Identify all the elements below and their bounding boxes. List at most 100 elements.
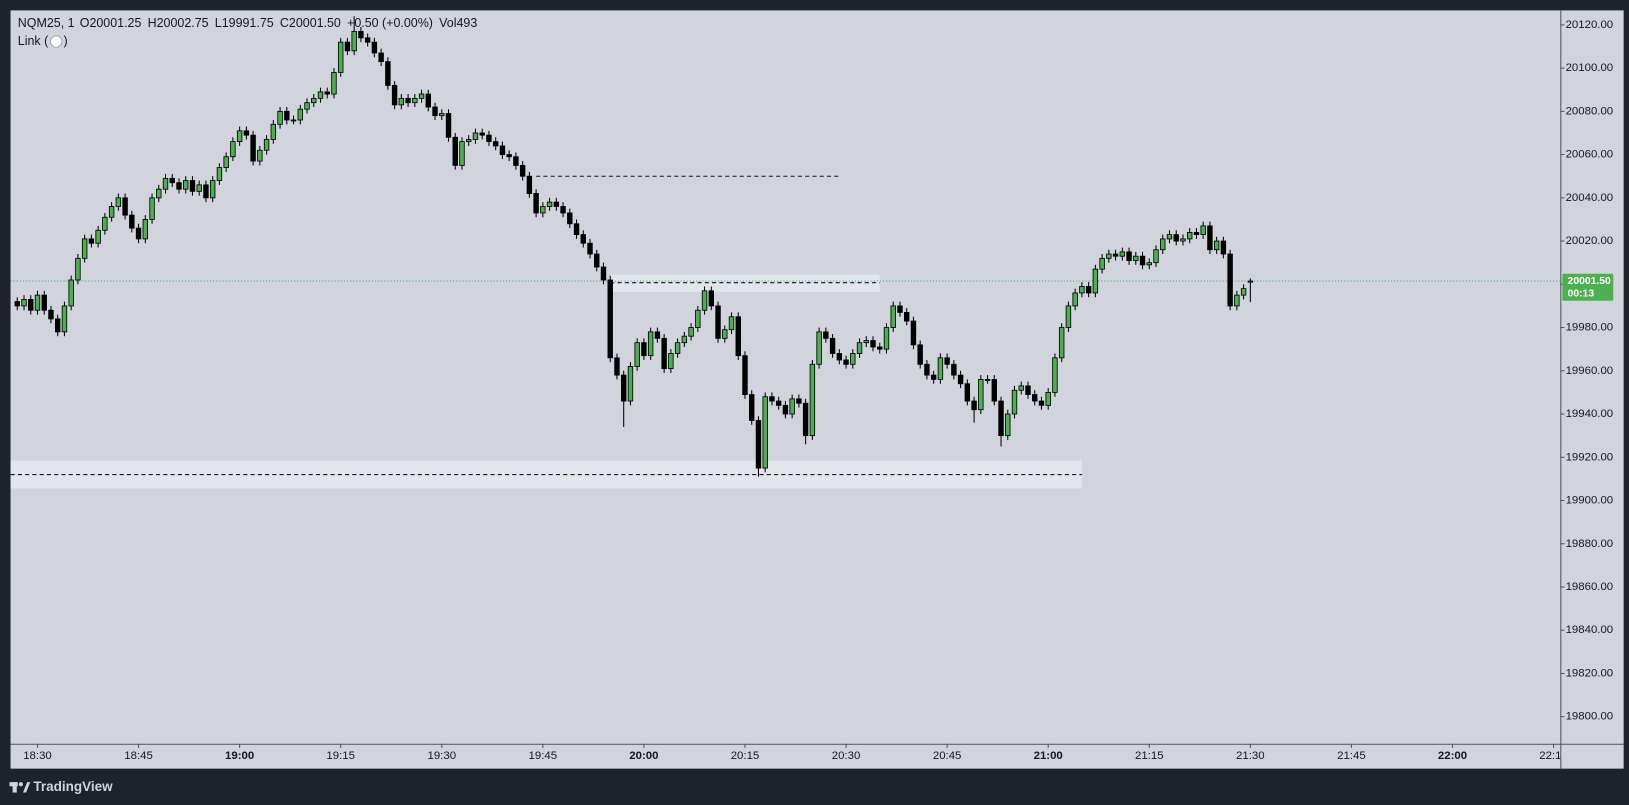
candle-body: [1119, 251, 1126, 257]
candle-body: [75, 257, 81, 281]
candle-body: [688, 327, 694, 337]
x-tick-label: 19:30: [428, 750, 457, 762]
candle-body: [553, 201, 560, 207]
candle-body: [1079, 286, 1085, 294]
candle-body: [95, 229, 101, 244]
candle-body: [358, 30, 364, 39]
candle-body: [769, 396, 775, 402]
candle-body: [1166, 234, 1173, 240]
candle-body: [856, 342, 863, 354]
candle-body: [863, 340, 869, 344]
candle-body: [540, 206, 546, 214]
candle-body: [135, 227, 142, 240]
price-axis: 19800.00 19820.00 19840.00 19860.00 19880.00…: [1560, 19, 1614, 723]
candle-body: [775, 400, 782, 406]
candle-body: [452, 136, 458, 166]
candle-body: [614, 357, 620, 376]
candle-body: [513, 156, 519, 166]
candle-body: [957, 374, 964, 385]
candle-body: [674, 342, 681, 354]
candle-body: [432, 106, 438, 117]
candle-body: [385, 61, 391, 86]
candle-body: [1038, 400, 1045, 406]
candle-body: [843, 359, 849, 365]
candle-body: [277, 110, 283, 125]
x-tick-label: 22:15: [1539, 750, 1568, 762]
candle-body: [789, 398, 795, 415]
candle-body: [472, 132, 479, 140]
candle-body: [654, 331, 661, 339]
candle-body: [263, 139, 270, 151]
candle-body: [176, 182, 182, 190]
y-tick-label: 19960.00: [1566, 365, 1614, 377]
candle-body: [560, 206, 566, 214]
candle-body: [964, 383, 971, 402]
candle-body: [317, 91, 324, 99]
link-suffix[interactable]: ): [64, 34, 68, 48]
x-tick-label: 21:30: [1236, 750, 1265, 762]
candle-body: [850, 353, 856, 365]
candle-body: [162, 177, 169, 190]
candle-body: [1220, 240, 1227, 255]
candle-body: [796, 398, 802, 404]
y-tick-label: 19820.00: [1566, 667, 1614, 679]
candle-body: [567, 212, 573, 225]
candle-body: [1186, 232, 1193, 240]
y-tick-label: 19900.00: [1566, 495, 1614, 507]
candle-body: [324, 91, 330, 95]
y-tick-label: 19800.00: [1566, 711, 1614, 723]
candle-body: [1146, 262, 1152, 266]
candle-body: [418, 93, 425, 99]
candle-body: [526, 175, 533, 194]
candle-body: [829, 337, 836, 354]
y-tick-label: 20100.00: [1566, 62, 1614, 74]
y-tick-label: 19860.00: [1566, 581, 1614, 593]
candle-body: [28, 299, 34, 311]
candle-body: [459, 141, 465, 166]
candle-body: [466, 139, 472, 143]
y-tick-label: 19920.00: [1566, 451, 1614, 463]
candle-body: [351, 30, 357, 52]
candle-body: [647, 331, 654, 357]
candle-body: [1240, 288, 1247, 296]
legend-high: H20002.75: [148, 16, 209, 30]
candle-body: [1139, 255, 1146, 266]
y-tick-label: 20120.00: [1566, 19, 1614, 31]
x-tick-label: 20:00: [629, 750, 658, 762]
candle-body: [668, 353, 674, 370]
x-tick-label: 19:45: [529, 750, 558, 762]
x-tick-label: 20:45: [933, 750, 962, 762]
plot-area: [10, 16, 1561, 489]
candle-body: [903, 311, 910, 322]
candle-body: [250, 134, 256, 162]
candle-body: [337, 41, 344, 73]
candle-body: [897, 305, 903, 313]
candle-body: [68, 279, 74, 307]
candle-body: [196, 184, 202, 192]
candle-body: [809, 363, 816, 437]
link-prefix[interactable]: Link (: [18, 34, 49, 48]
candle-body: [122, 197, 128, 216]
candle-body: [445, 113, 452, 138]
candle-body: [917, 344, 923, 365]
candle-body: [61, 305, 68, 333]
candle-body: [479, 132, 485, 136]
legend-low: L19991.75: [215, 16, 274, 30]
candle-body: [506, 154, 512, 158]
x-tick-label: 18:45: [124, 750, 153, 762]
candle-body: [1193, 232, 1200, 235]
candle-body: [1085, 286, 1092, 294]
link-icon[interactable]: [50, 35, 63, 48]
candle-body: [1227, 253, 1233, 307]
candle-body: [142, 219, 149, 240]
candle-body: [378, 52, 384, 63]
x-tick-label: 19:15: [326, 750, 355, 762]
countdown-label: 00:13: [1568, 288, 1595, 299]
candle-body: [1133, 255, 1139, 261]
candle-body: [304, 102, 310, 110]
candle-body: [728, 316, 735, 331]
candle-body: [607, 279, 613, 359]
candle-body: [1058, 327, 1065, 359]
candle-body: [937, 357, 944, 380]
brand[interactable]: TradingView: [33, 779, 113, 794]
